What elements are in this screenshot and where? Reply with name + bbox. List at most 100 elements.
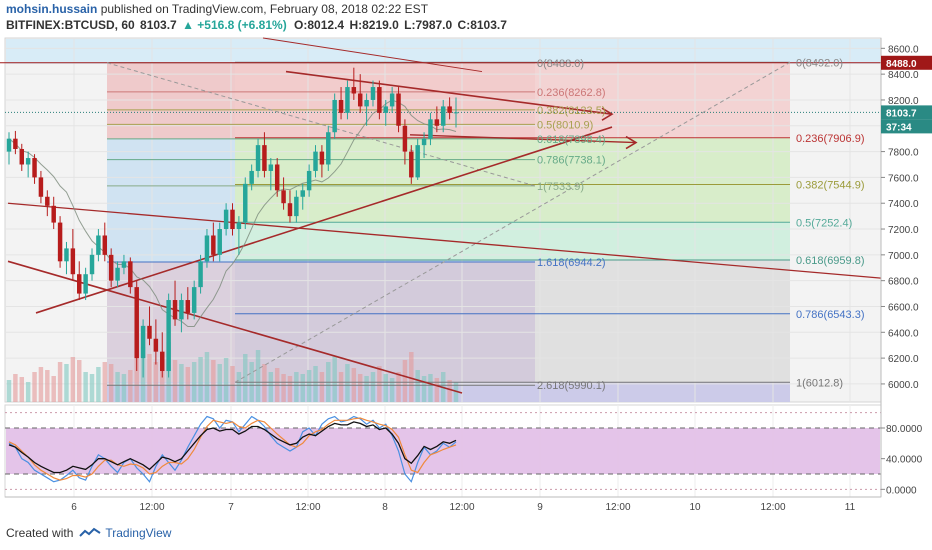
- tradingview-link[interactable]: TradingView: [105, 526, 172, 540]
- candle-body[interactable]: [294, 196, 299, 217]
- candle-body[interactable]: [172, 300, 178, 320]
- time-tick-label: 8: [382, 502, 388, 510]
- candle-body[interactable]: [19, 149, 25, 165]
- candle-body[interactable]: [249, 170, 254, 184]
- candle-body[interactable]: [128, 261, 133, 288]
- candle-body[interactable]: [313, 151, 318, 171]
- candle-body[interactable]: [383, 106, 388, 113]
- candle-body[interactable]: [332, 99, 337, 133]
- volume-bar: [230, 366, 235, 402]
- price-tick-label: 8400.0: [888, 70, 919, 81]
- candle-body[interactable]: [389, 93, 395, 107]
- candle-body[interactable]: [134, 287, 139, 359]
- candle-body[interactable]: [140, 325, 146, 359]
- price-tick-label: 6600.0: [888, 302, 919, 313]
- candle-body[interactable]: [32, 158, 37, 178]
- fib1-level-label: 0.5(8010.9): [537, 119, 593, 131]
- candle-body[interactable]: [351, 87, 357, 94]
- candle-body[interactable]: [25, 158, 31, 165]
- candle-body[interactable]: [115, 267, 120, 281]
- candle-body[interactable]: [166, 300, 171, 372]
- volume-bar: [313, 366, 318, 402]
- candle-body[interactable]: [147, 325, 152, 339]
- candle-body[interactable]: [377, 87, 382, 113]
- candle-body[interactable]: [453, 112, 459, 114]
- candle-body[interactable]: [364, 99, 369, 107]
- candle-body[interactable]: [243, 183, 248, 223]
- volume-bar: [191, 362, 197, 402]
- time-axis[interactable]: [5, 497, 881, 510]
- rsi-d-line: [8, 417, 457, 481]
- candle-body[interactable]: [434, 119, 440, 126]
- candle-body[interactable]: [326, 132, 331, 165]
- price-tick-label: 6400.0: [888, 328, 919, 339]
- author-name[interactable]: mohsin.hussain: [6, 2, 98, 16]
- downtrend-resistance-line[interactable]: [285, 70, 613, 115]
- long-downtrend-line[interactable]: [7, 202, 882, 279]
- candle-body[interactable]: [198, 261, 203, 288]
- candle-body[interactable]: [255, 145, 261, 171]
- candle-body[interactable]: [57, 222, 63, 262]
- candle-body[interactable]: [83, 274, 88, 294]
- candle-body[interactable]: [217, 229, 222, 255]
- time-tick-label: 12:00: [139, 502, 164, 510]
- candle-body[interactable]: [223, 209, 229, 230]
- candle-body[interactable]: [108, 254, 114, 281]
- upper-channel-line[interactable]: [262, 37, 483, 73]
- volume-bar: [160, 357, 165, 402]
- fib1-level-label: 0.618(7898.4): [537, 134, 606, 146]
- candle-body[interactable]: [428, 119, 433, 139]
- volume-bar: [204, 352, 210, 402]
- candle-body[interactable]: [191, 287, 197, 313]
- candle-body[interactable]: [345, 87, 350, 113]
- candle-body[interactable]: [268, 164, 274, 171]
- candle-body[interactable]: [447, 106, 452, 113]
- candle-body[interactable]: [121, 261, 127, 268]
- candle-body[interactable]: [421, 138, 427, 146]
- candle-body[interactable]: [262, 145, 267, 171]
- candle-body[interactable]: [204, 235, 210, 262]
- candle-body[interactable]: [13, 138, 18, 150]
- open-value: O:8012.4: [294, 18, 345, 32]
- candle-body[interactable]: [102, 235, 108, 255]
- candle-body[interactable]: [51, 205, 56, 223]
- candle-body[interactable]: [415, 145, 420, 178]
- candle-body[interactable]: [236, 222, 242, 230]
- candle-body[interactable]: [96, 235, 101, 255]
- rsi-band-fill: [6, 428, 880, 474]
- candle-body[interactable]: [160, 351, 165, 372]
- candle-body[interactable]: [274, 164, 280, 191]
- candle-body[interactable]: [38, 177, 44, 197]
- projection-line[interactable]: [409, 134, 637, 144]
- last-price-tag-bg: [881, 105, 932, 120]
- candle-body[interactable]: [45, 196, 50, 206]
- time-tick-label: 12:00: [449, 502, 474, 510]
- candle-body[interactable]: [230, 209, 235, 230]
- candle-body[interactable]: [357, 93, 363, 107]
- candle-body[interactable]: [370, 87, 376, 100]
- candle-body[interactable]: [409, 151, 414, 178]
- price-tick-label: 6200.0: [888, 354, 919, 365]
- candle-body[interactable]: [281, 190, 286, 204]
- candle-body[interactable]: [319, 151, 325, 165]
- candle-body[interactable]: [396, 93, 401, 126]
- candle-body[interactable]: [89, 254, 95, 275]
- price-chart[interactable]: 0(8488.0) 0.236(8262.8) 0.382(8123.5) 0.5(8…: [0, 0, 932, 510]
- candle-body[interactable]: [402, 125, 408, 152]
- volume-bar: [383, 374, 388, 402]
- candle-body[interactable]: [153, 338, 159, 352]
- volume-bar: [38, 367, 44, 402]
- candle-body[interactable]: [64, 248, 69, 262]
- candle-body[interactable]: [306, 170, 312, 191]
- candle-body[interactable]: [211, 235, 216, 255]
- candle-body[interactable]: [6, 138, 12, 152]
- candle-body[interactable]: [338, 99, 344, 113]
- candle-body[interactable]: [77, 274, 82, 294]
- candle-body[interactable]: [185, 300, 191, 313]
- candle-body[interactable]: [179, 300, 184, 320]
- fib1-level-label: 0(8488.0): [537, 58, 584, 70]
- candle-body[interactable]: [440, 106, 446, 126]
- candle-body[interactable]: [287, 203, 293, 217]
- candle-body[interactable]: [300, 190, 305, 197]
- candle-body[interactable]: [70, 248, 76, 275]
